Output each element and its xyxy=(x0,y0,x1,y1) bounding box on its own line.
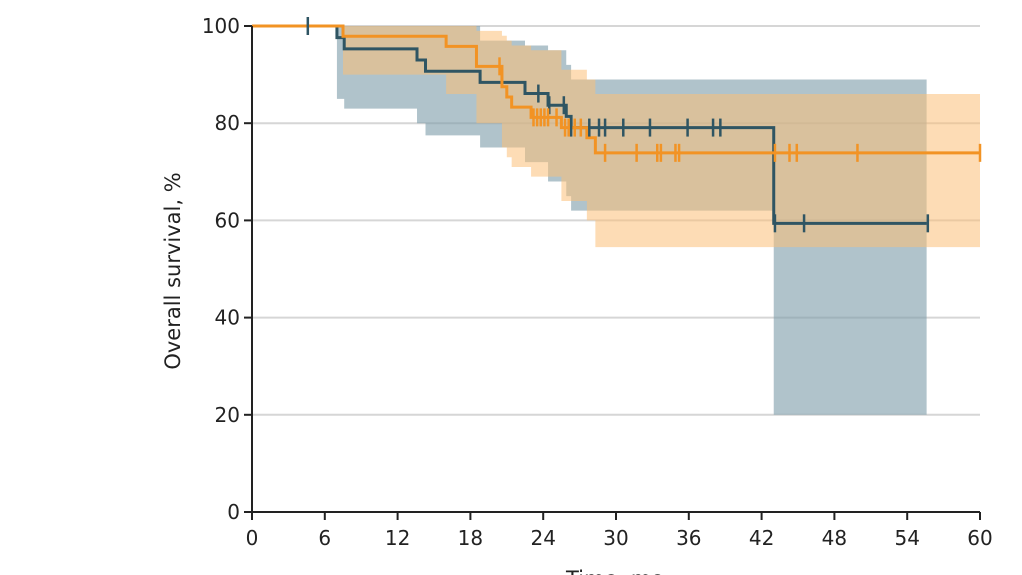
y-axis-title: Overall survival, % xyxy=(161,172,185,369)
x-tick-label-42: 42 xyxy=(749,526,774,550)
y-tick-label-60: 60 xyxy=(215,208,240,232)
x-tick-label-18: 18 xyxy=(458,526,483,550)
ci-band-1 xyxy=(252,26,980,248)
confidence-bands xyxy=(252,26,980,415)
x-tick-label-12: 12 xyxy=(385,526,410,550)
y-tick-label-80: 80 xyxy=(215,111,240,135)
y-tick-label-0: 0 xyxy=(227,500,240,524)
axes: 0 20 40 60 80 100 0 6 12 18 24 30 36 42 48 54 60 xyxy=(202,14,993,550)
x-tick-label-0: 0 xyxy=(246,526,259,550)
y-tick-label-40: 40 xyxy=(215,306,240,330)
x-tick-label-36: 36 xyxy=(676,526,701,550)
survival-curve-1 xyxy=(252,24,980,155)
x-tick-label-54: 54 xyxy=(894,526,919,550)
y-tick-label-100: 100 xyxy=(202,14,240,38)
censor-marks xyxy=(306,17,982,233)
x-tick-label-60: 60 xyxy=(967,526,992,550)
x-tick-label-6: 6 xyxy=(318,526,331,550)
x-tick-label-24: 24 xyxy=(530,526,555,550)
x-tick-label-48: 48 xyxy=(822,526,847,550)
y-tick-label-20: 20 xyxy=(215,403,240,427)
x-axis-title: Time, mo xyxy=(565,567,664,575)
x-tick-label-30: 30 xyxy=(603,526,628,550)
